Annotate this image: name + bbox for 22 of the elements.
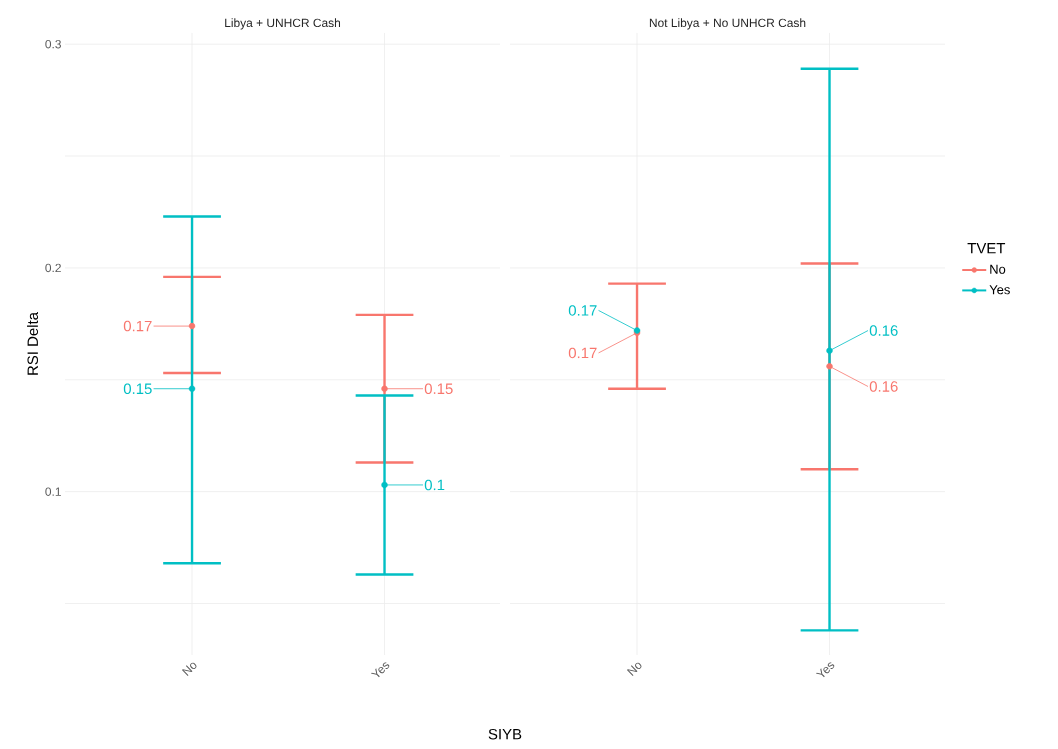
data-label: 0.16 [869,325,898,336]
y-axis-title: RSI Delta [27,312,39,375]
y-tick-label: 0.1 [45,487,61,496]
y-tick-label: 0.2 [45,263,61,273]
chart-title: Libya + UNHCR Cash [225,18,341,30]
data-label: 0.1 [424,479,445,491]
data-label: 0.17 [123,320,152,332]
data-label: 0.16 [869,381,898,392]
data-label: 0.15 [123,383,152,395]
legend-label: No [990,264,1006,274]
x-tick-label: Yes [815,662,835,678]
x-tick-label: Yes [370,662,390,678]
x-axis-title: SIYB [488,728,522,740]
data-label: 0.17 [568,347,597,359]
x-tick-label: No [626,662,642,676]
legend-label: Yes [989,285,1010,295]
chart-title: Not Libya + No UNHCR Cash [649,18,806,30]
data-label: 0.17 [568,305,597,316]
data-label: 0.15 [424,383,453,395]
y-tick-label: 0.3 [45,39,61,49]
legend-title: TVET [967,243,1006,254]
x-tick-label: No [181,662,197,676]
